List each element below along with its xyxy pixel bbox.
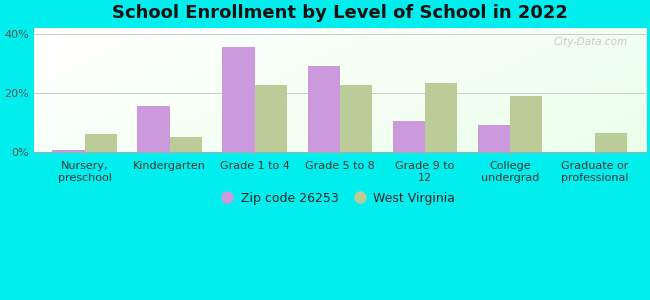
Bar (595, 133, 627, 152)
Bar (170, 137, 202, 152)
Bar (478, 125, 510, 152)
Bar (393, 121, 425, 152)
Bar (340, 85, 372, 152)
Bar (255, 85, 287, 152)
Legend: Zip code 26253, West Virginia: Zip code 26253, West Virginia (219, 187, 460, 210)
Text: City-Data.com: City-Data.com (553, 37, 627, 46)
Bar (138, 106, 170, 152)
Bar (53, 151, 84, 152)
Bar (307, 66, 340, 152)
Bar (222, 47, 255, 152)
Bar (84, 134, 117, 152)
Bar (510, 96, 542, 152)
Title: School Enrollment by Level of School in 2022: School Enrollment by Level of School in … (112, 4, 567, 22)
Bar (425, 82, 457, 152)
